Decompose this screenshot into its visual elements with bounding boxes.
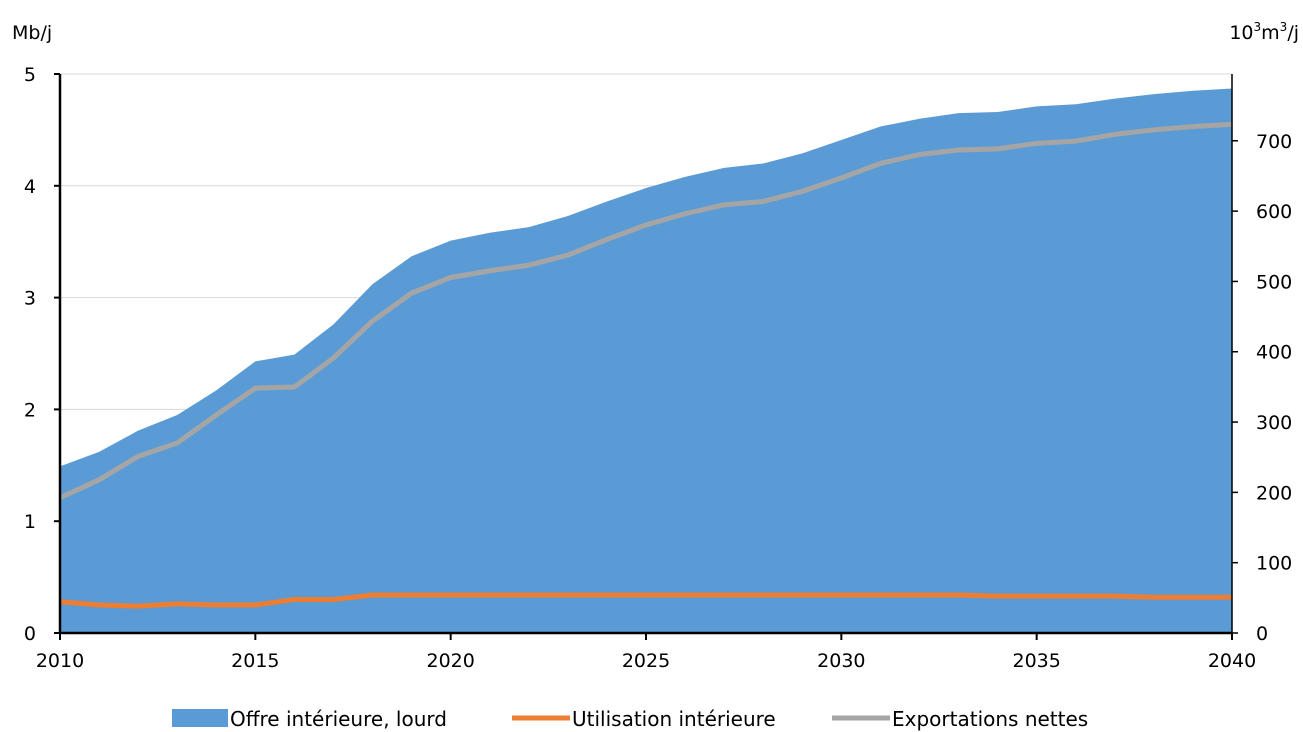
y2-tick-label-600: 600 [1256,201,1292,223]
y2-tick-label-700: 700 [1256,131,1292,153]
y-tick-label-3: 3 [24,288,36,310]
y2-tick-label-400: 400 [1256,342,1292,364]
y-tick-label-0: 0 [24,623,36,645]
axes [54,73,1238,640]
y-tick-label-1: 1 [24,511,36,533]
x-tick-label-2010: 2010 [36,650,84,672]
y2-tick-label-100: 100 [1256,553,1292,575]
tick-labels: 0 1 2 3 4 5 0 100 200 300 400 500 600 700 2010 2015 2020… [24,64,1292,672]
legend-label-utilisation: Utilisation intérieure [572,707,776,731]
right-axis-unit: 103m3/j [1229,20,1299,44]
line-series-utilisation [59,592,1232,609]
plot-area [58,88,1233,633]
x-tick-label-2030: 2030 [817,650,865,672]
x-tick-label-2020: 2020 [426,650,474,672]
legend-swatch-offre [172,709,228,727]
x-tick-label-2035: 2035 [1012,650,1060,672]
y2-tick-label-0: 0 [1256,623,1268,645]
area-series-offre [60,88,1232,633]
legend-label-exportations: Exportations nettes [892,707,1088,731]
y-tick-label-2: 2 [24,399,36,421]
legend: Offre intérieure, lourd Utilisation inté… [172,707,1088,731]
y-tick-label-5: 5 [24,64,36,86]
line-series-exportations [58,121,1233,500]
y2-tick-label-300: 300 [1256,412,1292,434]
x-tick-label-2025: 2025 [622,650,670,672]
y2-tick-label-500: 500 [1256,271,1292,293]
y2-tick-label-200: 200 [1256,482,1292,504]
y-tick-label-4: 4 [24,176,36,198]
legend-label-offre: Offre intérieure, lourd [230,707,447,731]
left-axis-unit: Mb/j [12,22,52,44]
x-tick-label-2015: 2015 [231,650,279,672]
x-tick-label-2040: 2040 [1208,650,1256,672]
